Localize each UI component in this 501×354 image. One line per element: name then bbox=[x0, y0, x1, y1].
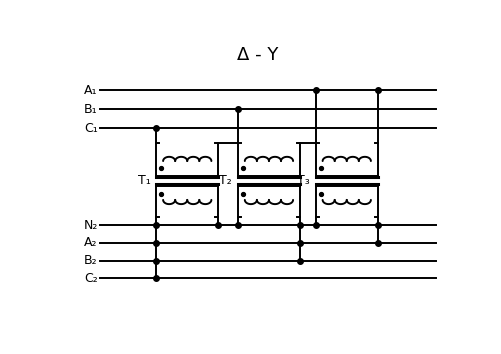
Text: C₂: C₂ bbox=[84, 272, 98, 285]
Text: Δ - Y: Δ - Y bbox=[236, 46, 278, 64]
Text: T₂: T₂ bbox=[219, 174, 231, 187]
Text: A₂: A₂ bbox=[84, 236, 98, 249]
Text: C₁: C₁ bbox=[84, 122, 98, 135]
Text: N₂: N₂ bbox=[84, 219, 98, 232]
Text: T₃: T₃ bbox=[297, 174, 309, 187]
Text: T₁: T₁ bbox=[137, 174, 150, 187]
Text: B₂: B₂ bbox=[84, 254, 98, 267]
Text: B₁: B₁ bbox=[84, 103, 98, 116]
Text: A₁: A₁ bbox=[84, 84, 98, 97]
